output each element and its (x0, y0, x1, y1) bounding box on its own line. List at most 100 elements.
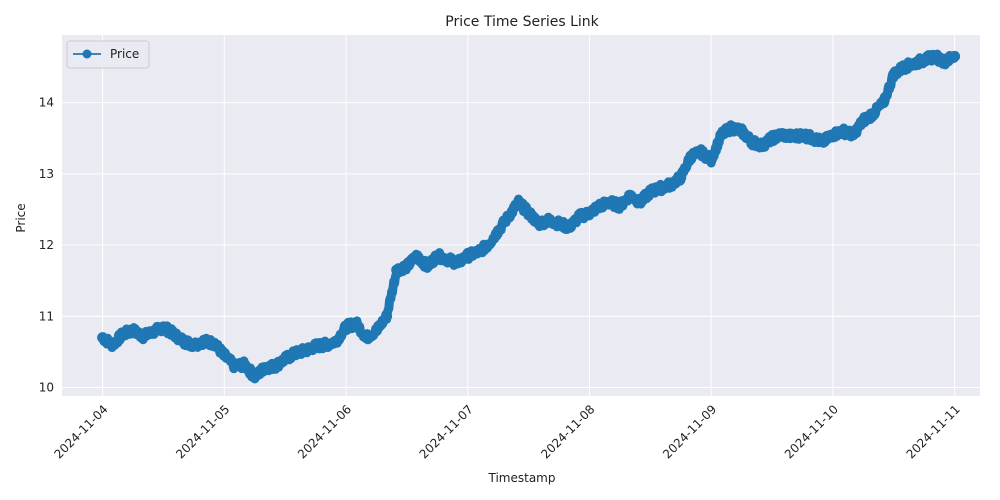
data-point (117, 328, 129, 340)
data-point (320, 339, 332, 351)
data-point (157, 321, 169, 333)
legend: Price (66, 40, 150, 69)
data-point (817, 136, 829, 148)
x-tick-label: 2024-11-11 (904, 402, 963, 461)
data-point (523, 207, 535, 219)
data-point (289, 347, 301, 359)
data-point (401, 260, 413, 272)
legend-marker-swatch (82, 49, 92, 59)
data-point (928, 50, 940, 62)
data-point (137, 330, 149, 342)
data-point (675, 171, 687, 183)
data-point (442, 253, 453, 265)
data-point (624, 189, 636, 201)
data-point (381, 310, 393, 322)
data-point (391, 264, 403, 276)
legend-label-price: Price (110, 47, 139, 61)
x-tick-label: 2024-11-06 (295, 402, 354, 461)
data-point (421, 260, 433, 272)
x-tick-label: 2024-11-08 (538, 402, 597, 461)
data-point (168, 328, 180, 340)
y-tick-label: 12 (39, 238, 54, 252)
data-point (208, 337, 220, 349)
data-point (756, 139, 768, 151)
data-point (350, 317, 362, 329)
data-point (178, 335, 190, 347)
y-axis-label: Price (14, 203, 28, 232)
legend-box (66, 40, 150, 69)
data-point (584, 207, 595, 219)
data-point (766, 132, 778, 144)
data-point (665, 179, 677, 190)
data-point (502, 211, 514, 223)
data-point (908, 58, 920, 69)
data-point (198, 335, 210, 347)
data-point (482, 239, 494, 251)
plot-area (62, 35, 980, 396)
y-tick-label: 11 (39, 309, 54, 323)
x-tick-label: 2024-11-05 (173, 402, 232, 461)
data-point (898, 61, 910, 73)
data-point (736, 125, 748, 137)
x-tick-label: 2024-11-04 (51, 402, 110, 461)
data-point (259, 362, 271, 373)
data-point (888, 68, 900, 80)
data-point (431, 250, 443, 262)
data-point (827, 129, 839, 141)
data-point (279, 353, 291, 365)
data-point (634, 196, 646, 208)
data-point (614, 200, 626, 212)
data-point (797, 129, 808, 141)
x-tick-label: 2024-11-10 (782, 402, 841, 461)
y-tick-label: 14 (39, 96, 54, 110)
data-point (249, 371, 261, 383)
data-point (847, 129, 859, 141)
data-point (939, 55, 950, 67)
data-point (837, 125, 849, 137)
data-point (310, 340, 322, 352)
data-point (472, 246, 484, 258)
data-point (371, 325, 382, 336)
data-point (97, 332, 109, 344)
data-point (330, 335, 342, 347)
data-point (776, 129, 788, 141)
data-point (918, 54, 930, 66)
data-point (360, 332, 372, 344)
data-point (340, 321, 352, 333)
data-point (218, 349, 230, 361)
data-point (299, 344, 311, 356)
data-point (705, 154, 717, 166)
data-point (107, 339, 119, 351)
data-point (147, 326, 159, 338)
data-point (543, 214, 555, 226)
data-point (127, 325, 139, 336)
data-point (553, 218, 565, 230)
x-axis-label: Timestamp (488, 471, 556, 485)
data-point (594, 200, 606, 212)
chart-title: Price Time Series Link (445, 14, 599, 30)
y-tick-label: 13 (39, 167, 54, 181)
data-point (949, 50, 961, 62)
data-point (604, 196, 616, 208)
data-point (239, 359, 251, 371)
data-point (655, 182, 666, 194)
data-point (492, 225, 504, 237)
x-tick-label: 2024-11-07 (417, 402, 476, 461)
data-point (411, 250, 423, 262)
data-point (462, 250, 474, 262)
data-point (452, 257, 464, 269)
data-point (188, 339, 200, 351)
data-point (513, 196, 524, 208)
y-tick-label: 10 (39, 380, 54, 394)
y-axis-ticks: 10 11 12 13 14 (39, 96, 54, 395)
data-point (715, 129, 727, 141)
data-point (269, 360, 281, 372)
data-point (868, 107, 879, 119)
data-point (533, 218, 545, 230)
x-axis-ticks: 2024-11-04 2024-11-05 2024-11-06 2024-11-07… (51, 402, 962, 461)
x-tick-label: 2024-11-09 (660, 402, 719, 461)
series-layer (97, 49, 961, 384)
data-point (563, 221, 575, 233)
data-point (857, 114, 869, 126)
